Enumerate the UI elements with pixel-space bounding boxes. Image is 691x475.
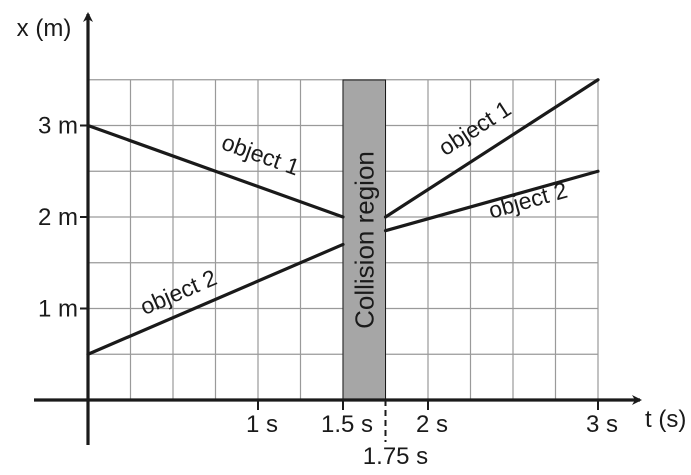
series-2-segment-2 [383,169,600,233]
series-1-segment-2 [383,78,600,219]
y-tick-label-3: 3 m [38,113,78,140]
x-axis-title: t (s) [645,406,686,433]
x-tick-label-1-75: 1.75 s [363,443,428,470]
collision-region-label: Collision region [349,151,379,329]
series-label-2: object 2 [136,264,220,320]
y-tick-label-1: 1 m [38,296,78,323]
series-group [86,78,600,356]
y-axis-title: x (m) [17,15,72,42]
collision-region-group: Collision region [342,79,386,401]
collision-region [342,79,386,401]
series-label-1: object 1 [218,129,303,181]
x-tick-label-4: 3 s [586,411,618,438]
x-tick-label-2: 1.5 s [321,411,373,438]
series-1-segment-1 [86,123,345,219]
series-2-segment-1 [86,242,345,356]
axes [34,12,642,445]
x-tick-label-1: 1 s [246,411,278,438]
series-label-3: object 1 [434,95,516,161]
x-tick-label-3: 2 s [416,411,448,438]
y-tick-label-2: 2 m [38,204,78,231]
